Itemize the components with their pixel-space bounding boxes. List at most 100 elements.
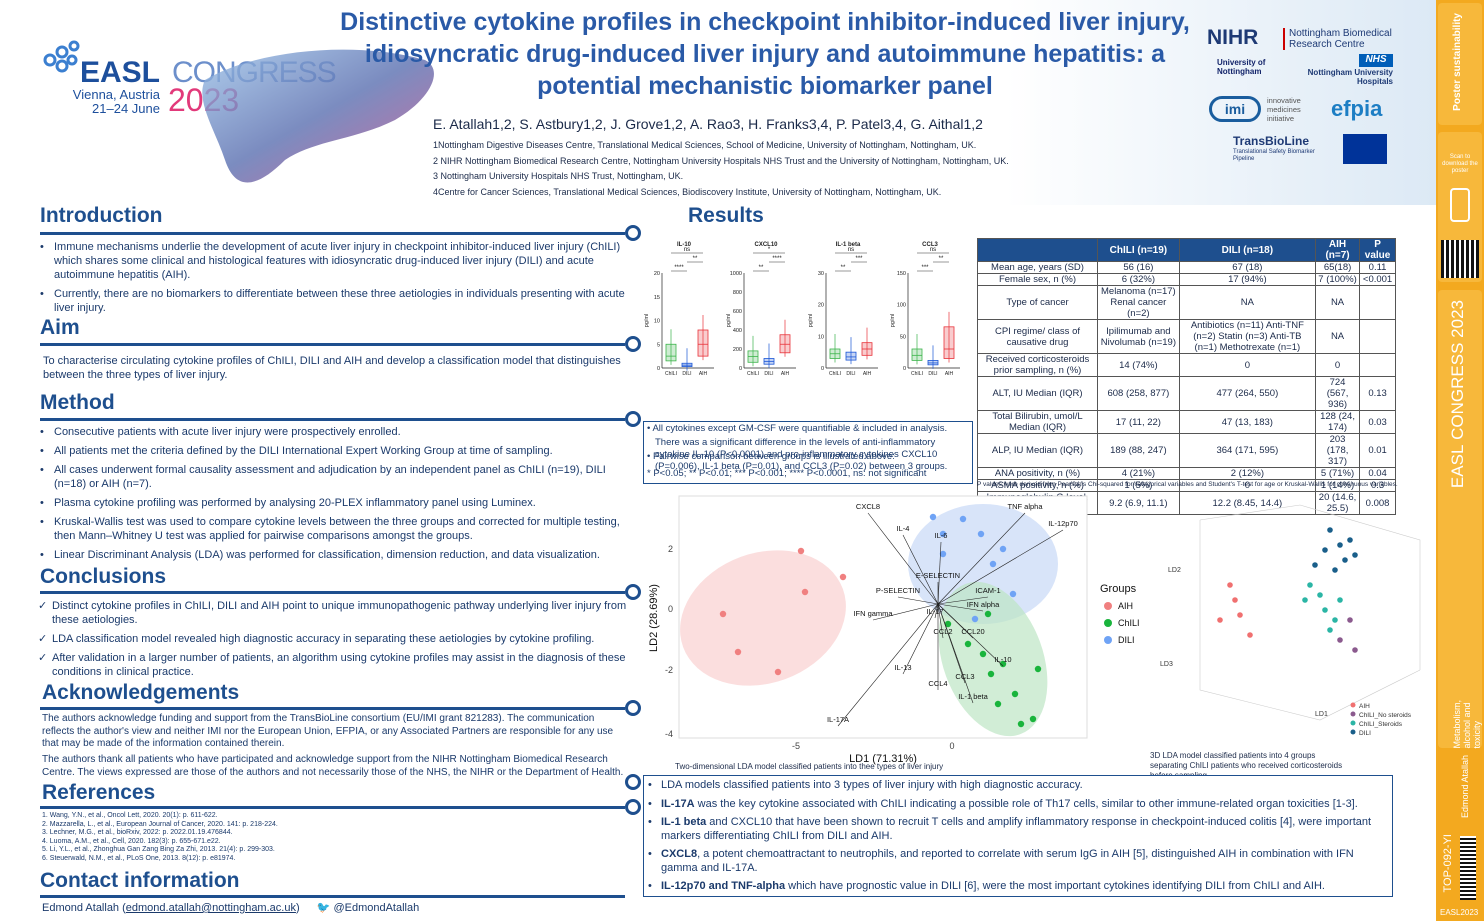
significance-label: *** bbox=[921, 265, 929, 271]
easl-city: Vienna, Austria 21–24 June bbox=[60, 88, 160, 116]
acknowledgements-text-1: The authors acknowledge funding and supp… bbox=[42, 713, 614, 749]
significance-label: **** bbox=[674, 265, 684, 271]
qr-code[interactable] bbox=[1441, 240, 1479, 278]
lda-2d-plot: CXCL8 IL-4 TNF alpha IL-12p70 IL-6 E-SELECTIN… bbox=[648, 495, 1140, 765]
table-cell: ANA positivity, n (%) bbox=[977, 467, 1098, 480]
loading-label: CXCL8 bbox=[856, 502, 880, 511]
list-item: IL-1 beta and CXCL10 that have been show… bbox=[648, 816, 1388, 843]
legend-marker bbox=[1350, 711, 1356, 717]
legend-marker bbox=[1104, 602, 1112, 610]
qr-tile: Scan to download the poster bbox=[1438, 132, 1482, 282]
list-item: LDA classification model revealed high d… bbox=[38, 632, 638, 646]
list-item: Currently, there are no biomarkers to di… bbox=[40, 287, 630, 315]
loading-arrow bbox=[937, 603, 944, 639]
boxplot-group-label: DILI bbox=[928, 371, 937, 377]
table-row: Type of cancer Melanoma (n=17) Renal canc… bbox=[977, 285, 1396, 320]
table-cell: NA bbox=[1178, 285, 1316, 320]
lda3d-point bbox=[1217, 617, 1223, 623]
lda3d-point bbox=[1322, 547, 1328, 553]
boxplot-ylabel: pg/ml bbox=[808, 314, 814, 327]
table-cell: 20 (14.6, 25.5) bbox=[1314, 491, 1361, 515]
list-item: IL-12p70 and TNF-alpha which have progno… bbox=[648, 880, 1388, 894]
lda-point bbox=[989, 560, 997, 568]
findings-list: LDA models classified patients into 3 ty… bbox=[648, 779, 1388, 899]
lda-point bbox=[719, 610, 727, 618]
legend-title: Groups bbox=[1100, 583, 1137, 595]
twitter-handle[interactable]: @EdmondAtallah bbox=[333, 902, 420, 914]
stats-note-text: Pairwise comparison between groups is il… bbox=[652, 451, 895, 462]
references-heading: References bbox=[42, 781, 156, 804]
boxplot-ytick: 800 bbox=[733, 290, 742, 296]
significance-label: ns bbox=[848, 247, 854, 253]
easl-hexagons-icon bbox=[43, 40, 80, 73]
lda3d-point bbox=[1337, 542, 1343, 548]
lda-point bbox=[1029, 715, 1037, 723]
method-heading: Method bbox=[40, 391, 115, 414]
list-item: LDA models classified patients into 3 ty… bbox=[648, 779, 1388, 793]
table-cell: 189 (88, 247) bbox=[1097, 433, 1180, 468]
stats-notes-box: • All cytokines except GM-CSF were quant… bbox=[643, 421, 973, 484]
axis-label: LD3 bbox=[1160, 661, 1173, 668]
transbioline-logo: TransBioLine bbox=[1233, 134, 1310, 148]
finding-text: was the key cytokine associated with ChI… bbox=[694, 797, 1358, 810]
boxplot-ytick: 200 bbox=[733, 347, 742, 353]
table-cell: 0.11 bbox=[1359, 261, 1396, 274]
table-cell: 12.2 (8.45, 14.4) bbox=[1178, 491, 1316, 515]
legend-label: ChILI bbox=[1118, 618, 1140, 628]
sponsor-tile: Poster sustainability bbox=[1438, 3, 1482, 125]
lda-ytick: -4 bbox=[665, 729, 673, 739]
references-rule bbox=[40, 806, 625, 809]
table-row: ANA positivity, n (%) 4 (21%) 2 (12%) 5 (71… bbox=[977, 467, 1396, 480]
reference-item: 1. Wang, Y.N., et al., Oncol Lett, 2020.… bbox=[42, 812, 218, 819]
stats-significance-key: * P<0.05; ** P<0.01; *** P<0.001; **** P… bbox=[647, 468, 927, 479]
table-cell: 0.3 bbox=[1359, 479, 1396, 492]
boxplot-ylabel: pg/ml bbox=[726, 314, 732, 327]
table-cell: 203 (178, 317) bbox=[1314, 433, 1361, 468]
lda3d-point bbox=[1322, 607, 1328, 613]
list-item: Distinct cytokine profiles in ChILI, DIL… bbox=[38, 599, 638, 627]
loading-label: IL-17 bbox=[926, 607, 943, 616]
legend-marker bbox=[1104, 636, 1112, 644]
liver-graphic bbox=[202, 49, 434, 183]
boxplot-group-label: DILI bbox=[846, 371, 855, 377]
table-cell: 4 (21%) bbox=[1097, 467, 1180, 480]
boxplot-ytick: 20 bbox=[818, 303, 824, 309]
table-cell bbox=[1359, 353, 1396, 377]
introduction-rule bbox=[40, 232, 625, 235]
boxplot-ytick: 10 bbox=[654, 319, 660, 325]
lda3d-point bbox=[1312, 562, 1318, 568]
uon-logo: University of Nottingham bbox=[1217, 58, 1266, 76]
loading-label: IL-13 bbox=[894, 663, 911, 672]
table-header-cell: AIH (n=7) bbox=[1314, 238, 1361, 262]
table-row: Received corticosteroids prior sampling,… bbox=[977, 353, 1396, 377]
boxplot-ytick: 400 bbox=[733, 328, 742, 334]
loading-label: E-SELECTIN bbox=[916, 571, 960, 580]
findings-box: LDA models classified patients into 3 ty… bbox=[643, 775, 1393, 897]
table-cell: 6 (32%) bbox=[1097, 273, 1180, 286]
lda-point bbox=[939, 530, 947, 538]
lda-point bbox=[999, 545, 1007, 553]
table-cell: ALP, IU Median (IQR) bbox=[977, 433, 1098, 468]
loading-arrow bbox=[937, 603, 984, 612]
boxplot-ytick: 5 bbox=[657, 342, 660, 348]
loading-arrow bbox=[937, 603, 974, 704]
lda3d-point bbox=[1332, 617, 1338, 623]
table-header-row: ChILI (n=19) DILI (n=18) AIH (n=7) P value bbox=[977, 238, 1396, 262]
boxplot-group-label: DILI bbox=[764, 371, 773, 377]
affiliation-4: 4Centre for Cancer Sciences, Translation… bbox=[433, 187, 942, 197]
conclusions-rule bbox=[40, 591, 625, 594]
poster-code: TOP-092-YI bbox=[1442, 834, 1454, 893]
acknowledgements-text-2: The authors thank all patients who have … bbox=[42, 754, 624, 778]
stats-note-text: There was a significant difference in th… bbox=[655, 437, 948, 472]
contact-name: Edmond Atallah ( bbox=[42, 902, 126, 914]
lda-point bbox=[774, 668, 782, 676]
sidebar-easl: EASL bbox=[1448, 444, 1467, 489]
loading-arrow bbox=[937, 603, 1004, 667]
contact-email-link[interactable]: edmond.atallah@nottingham.ac.uk bbox=[125, 902, 296, 914]
table-header-cell: ChILI (n=19) bbox=[1097, 238, 1180, 262]
lda-ytick: -2 bbox=[665, 665, 673, 675]
cube-edge bbox=[1199, 504, 1421, 670]
table-cell: Mean age, years (SD) bbox=[977, 261, 1098, 274]
finding-text: LDA models classified patients into 3 ty… bbox=[661, 779, 1083, 791]
loading-arrow bbox=[934, 603, 939, 619]
